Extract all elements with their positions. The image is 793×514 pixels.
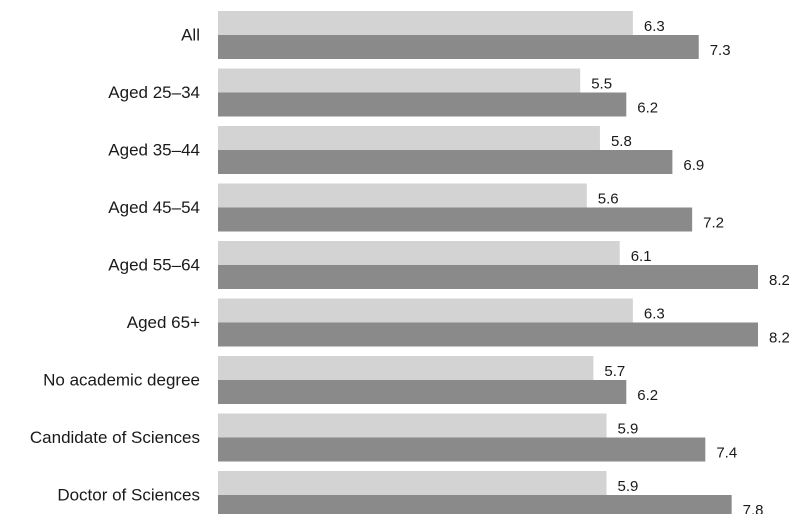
bar-series-1-no-academic-degree bbox=[218, 356, 594, 380]
value-label-series-1-no-academic-degree: 5.7 bbox=[604, 363, 625, 380]
bar-series-2-aged-55-64 bbox=[218, 265, 758, 289]
value-label-series-2-aged-35-44: 6.9 bbox=[683, 157, 704, 174]
bar-series-1-candidate-of-sciences bbox=[218, 413, 607, 438]
category-label-aged-55-64: Aged 55–64 bbox=[108, 255, 200, 274]
category-label-doctor-of-sciences: Doctor of Sciences bbox=[57, 485, 200, 504]
category-label-aged-35-44: Aged 35–44 bbox=[108, 140, 200, 159]
value-label-series-2-aged-45-54: 7.2 bbox=[703, 214, 724, 231]
value-label-series-2-all: 7.3 bbox=[710, 42, 731, 59]
category-label-no-academic-degree: No academic degree bbox=[43, 370, 200, 389]
value-label-series-2-no-academic-degree: 6.2 bbox=[637, 387, 658, 404]
category-label-aged-25-34: Aged 25–34 bbox=[108, 83, 200, 102]
bar-series-2-doctor-of-sciences bbox=[218, 495, 732, 514]
category-label-all: All bbox=[181, 25, 200, 44]
bar-series-2-all bbox=[218, 35, 699, 59]
bar-series-1-aged-45-54 bbox=[218, 183, 587, 208]
bar-series-2-aged-25-34 bbox=[218, 92, 627, 117]
labels-layer: All 6.3 7.3 Aged 25–34 5.5 6.2 Aged 35–44 5.8 6.… bbox=[30, 18, 790, 514]
bar-series-1-aged-55-64 bbox=[218, 241, 620, 265]
bar-series-1-all bbox=[218, 11, 633, 35]
value-label-series-2-doctor-of-sciences: 7.8 bbox=[743, 502, 764, 514]
bar-series-2-aged-65 bbox=[218, 322, 758, 347]
bars-layer bbox=[218, 11, 758, 514]
bar-series-2-aged-45-54 bbox=[218, 207, 693, 232]
value-label-series-2-aged-25-34: 6.2 bbox=[637, 99, 658, 116]
bar-series-1-aged-25-34 bbox=[218, 68, 581, 93]
value-label-series-2-candidate-of-sciences: 7.4 bbox=[716, 444, 737, 461]
bar-series-1-doctor-of-sciences bbox=[218, 471, 607, 495]
value-label-series-1-aged-25-34: 5.5 bbox=[591, 75, 612, 92]
bar-series-2-aged-35-44 bbox=[218, 150, 673, 174]
value-label-series-1-aged-65: 6.3 bbox=[644, 305, 665, 322]
value-label-series-2-aged-65: 8.2 bbox=[769, 329, 790, 346]
category-label-aged-65: Aged 65+ bbox=[127, 313, 200, 332]
value-label-series-1-aged-35-44: 5.8 bbox=[611, 133, 632, 150]
value-label-series-1-aged-55-64: 6.1 bbox=[631, 248, 652, 265]
value-label-series-1-candidate-of-sciences: 5.9 bbox=[618, 420, 639, 437]
value-label-series-1-doctor-of-sciences: 5.9 bbox=[618, 478, 639, 495]
value-label-series-1-all: 6.3 bbox=[644, 18, 665, 35]
bar-series-1-aged-35-44 bbox=[218, 126, 600, 150]
bar-series-2-no-academic-degree bbox=[218, 380, 627, 404]
category-label-aged-45-54: Aged 45–54 bbox=[108, 198, 200, 217]
bar-series-2-candidate-of-sciences bbox=[218, 437, 706, 462]
bar-series-1-aged-65 bbox=[218, 298, 633, 323]
value-label-series-1-aged-45-54: 5.6 bbox=[598, 190, 619, 207]
value-label-series-2-aged-55-64: 8.2 bbox=[769, 272, 790, 289]
category-label-candidate-of-sciences: Candidate of Sciences bbox=[30, 428, 200, 447]
